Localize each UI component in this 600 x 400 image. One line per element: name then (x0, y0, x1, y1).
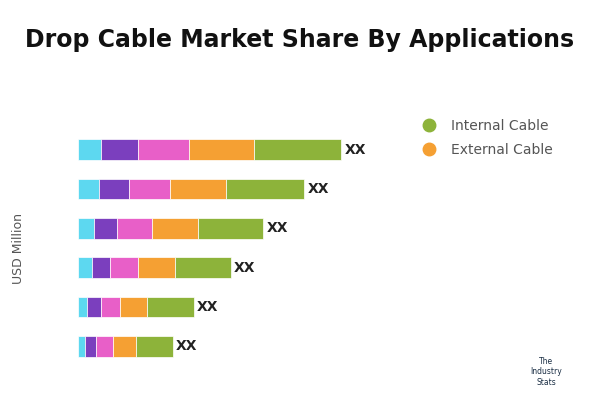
Bar (87, 297, 101, 317)
Bar (97, 336, 113, 356)
Bar (85, 336, 97, 356)
Bar (78, 179, 99, 199)
Legend: Internal Cable, External Cable: Internal Cable, External Cable (415, 119, 553, 157)
Bar (189, 140, 254, 160)
Bar (138, 140, 189, 160)
Bar (138, 258, 175, 278)
Bar (254, 140, 341, 160)
Text: XX: XX (266, 221, 288, 235)
Text: Drop Cable Market Share By Applications: Drop Cable Market Share By Applications (25, 28, 575, 52)
Bar (148, 297, 194, 317)
Bar (129, 179, 170, 199)
Bar (117, 218, 152, 238)
Bar (78, 297, 87, 317)
Text: USD Million: USD Million (11, 212, 25, 284)
Text: XX: XX (234, 261, 256, 275)
Text: XX: XX (197, 300, 218, 314)
Text: XX: XX (345, 143, 367, 157)
Text: The
Industry
Stats: The Industry Stats (530, 357, 562, 387)
Bar (110, 258, 138, 278)
Bar (198, 218, 263, 238)
Bar (119, 297, 148, 317)
Bar (136, 336, 173, 356)
Bar (226, 179, 304, 199)
Bar (78, 336, 85, 356)
Bar (78, 258, 92, 278)
Bar (113, 336, 136, 356)
Bar (78, 140, 101, 160)
Bar (152, 218, 198, 238)
Bar (78, 218, 94, 238)
Bar (101, 297, 119, 317)
Bar (99, 179, 129, 199)
Bar (170, 179, 226, 199)
Bar (94, 218, 117, 238)
Bar (101, 140, 138, 160)
Text: XX: XX (176, 339, 198, 353)
Text: XX: XX (308, 182, 329, 196)
Bar (92, 258, 110, 278)
Bar (175, 258, 230, 278)
